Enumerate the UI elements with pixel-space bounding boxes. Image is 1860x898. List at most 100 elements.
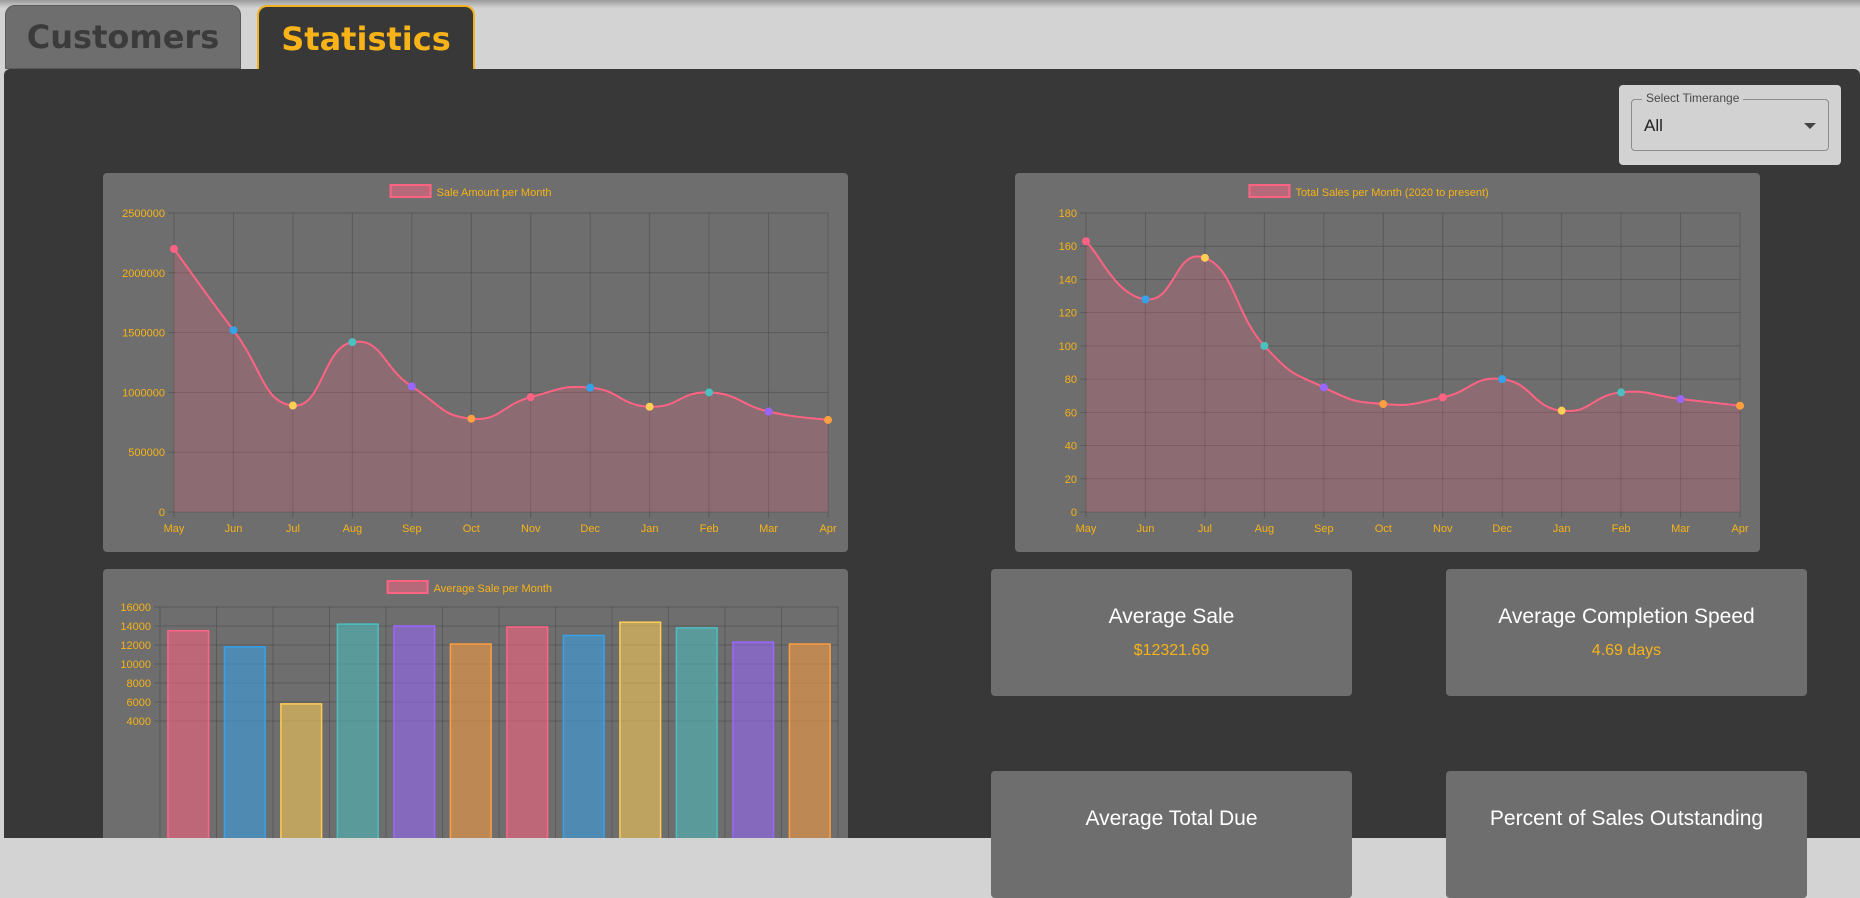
x-tick-label: Sep [402,523,422,535]
data-point [1736,401,1744,410]
y-tick-label: 0 [1071,507,1077,519]
data-point [467,414,476,423]
bar [336,623,379,838]
x-tick-label: Dec [1492,523,1512,535]
x-tick-label: Jan [1553,523,1571,535]
data-point [1319,383,1328,392]
data-point [824,415,832,424]
data-point [705,388,714,397]
data-point [1379,400,1388,409]
series-line [173,248,829,421]
x-tick-label: Sep [1314,523,1334,535]
x-tick-label: Jul [286,523,300,535]
x-tick-label: Feb [1612,523,1631,535]
total-sales-chart: Total Sales per Month (2020 to present) 1… [1015,173,1760,552]
x-tick-label: Apr [1731,523,1748,535]
y-tick-label: 14000 [120,621,151,633]
data-point [1200,253,1209,262]
timerange-select[interactable]: Select Timerange All [1619,85,1841,165]
sale-amount-chart: Sale Amount per Month 2500000 2000000 15000… [103,173,848,552]
stat-title: Average Total Due [1085,807,1258,830]
y-tick-label: 16000 [120,602,151,614]
timerange-value[interactable]: All [1644,116,1663,135]
data-point [1617,388,1626,397]
tab-statistics[interactable]: Statistics [257,5,475,71]
legend-label: Sale Amount per Month [437,187,552,199]
x-tick-label: Jan [641,523,659,535]
y-tick-label: 140 [1059,274,1077,286]
x-tick-label: Mar [759,523,778,535]
data-point [407,382,416,391]
y-tick-label: 120 [1059,308,1077,320]
x-tick-label: Nov [1433,523,1453,535]
stat-value: 4.69 days [1591,642,1662,659]
bar [223,646,266,838]
data-point [1438,393,1447,402]
stat-card-average-total-due: Average Total Due [991,771,1352,898]
legend-swatch [389,184,432,198]
legend-label: Total Sales per Month (2020 to present) [1295,187,1488,199]
bar [619,621,662,838]
stat-card-average-completion-speed: Average Completion Speed 4.69 days [1446,569,1807,696]
x-tick-label: Oct [1375,523,1392,535]
chart-svg: Total Sales per Month (2020 to present) 1… [1059,184,1749,535]
bar [393,625,436,838]
bar [506,626,549,838]
stat-title: Percent of Sales Outstanding [1489,807,1764,830]
x-tick-label: Nov [521,523,541,535]
y-tick-label: 180 [1059,208,1077,220]
chart-svg: Average Sale per Month 16000 14000 12000 100… [120,580,839,838]
stat-value: $12321.69 [1133,642,1210,659]
y-tick-label: 2000000 [122,268,165,280]
bar [280,703,323,838]
x-tick-label: Oct [463,523,480,535]
y-tick-label: 100 [1059,341,1077,353]
tab-customers[interactable]: Customers [5,5,241,69]
stat-title: Average Sale [1108,605,1235,628]
series-area [1086,241,1740,512]
data-point [348,338,357,347]
y-tick-label: 40 [1065,441,1077,453]
legend-swatch [386,580,429,594]
data-point [170,244,178,253]
y-tick-label: 80 [1065,374,1077,386]
y-tick-label: 4000 [127,716,151,728]
bar [732,641,775,838]
x-tick-label: Feb [700,523,719,535]
x-tick-label: Jun [225,523,243,535]
timerange-label: Select Timerange [1642,91,1744,105]
x-tick-label: Jun [1137,523,1155,535]
data-point [645,402,654,411]
top-shade [0,0,1860,8]
y-tick-label: 0 [159,507,165,519]
data-point [764,407,773,416]
y-tick-label: 160 [1059,241,1077,253]
data-point [288,401,297,410]
x-tick-label: Aug [343,523,363,535]
y-tick-label: 60 [1065,407,1077,419]
data-point [526,393,535,402]
caret-down-icon[interactable] [1804,123,1816,129]
x-tick-label: Apr [819,523,836,535]
bar [788,643,831,838]
data-point [1082,237,1090,246]
stat-card-percent-sales-outstanding: Percent of Sales Outstanding [1446,771,1807,898]
data-point [229,326,238,335]
bar [167,630,210,838]
y-tick-label: 1500000 [122,328,165,340]
timerange-outline[interactable]: Select Timerange All [1631,91,1829,151]
data-point [1498,375,1507,384]
data-point [1676,395,1685,404]
y-tick-label: 20 [1065,474,1077,486]
y-tick-label: 1000000 [122,387,165,399]
bar [562,634,605,838]
chart-svg: Sale Amount per Month 2500000 2000000 15000… [122,184,837,535]
bar [449,643,492,838]
y-tick-label: 500000 [128,447,165,459]
legend-label: Average Sale per Month [434,583,552,595]
y-tick-label: 10000 [120,659,151,671]
stat-card-average-sale: Average Sale $12321.69 [991,569,1352,696]
y-tick-label: 8000 [127,678,151,690]
data-point [1557,406,1566,415]
y-tick-label: 12000 [120,640,151,652]
